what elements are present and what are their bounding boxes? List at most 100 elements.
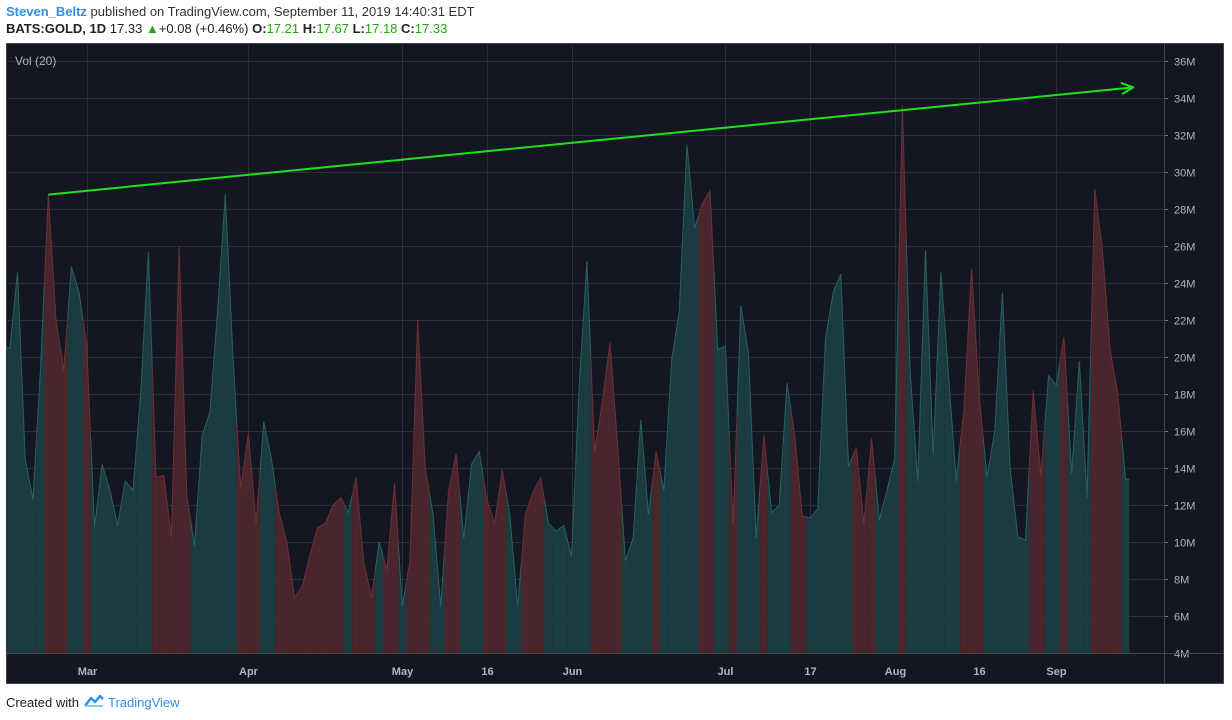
author-link[interactable]: Steven_Beltz	[6, 4, 87, 19]
volume-area-segment	[967, 268, 976, 653]
tradingview-brand-link[interactable]: TradingView	[107, 695, 180, 710]
trend-arrow-head-icon	[1120, 81, 1135, 95]
volume-area-segment	[713, 270, 722, 653]
y-tick-label: 16M	[1174, 427, 1195, 439]
volume-area-outline	[1090, 188, 1100, 344]
volume-area-segment	[536, 477, 545, 653]
volume-area-outline	[551, 526, 561, 532]
volume-area-segment	[175, 246, 183, 654]
y-tick-label: 10M	[1174, 538, 1195, 550]
volume-area-segment	[583, 261, 591, 653]
volume-area-outline	[567, 470, 576, 557]
volume-area-segment	[413, 320, 422, 653]
volume-area-segment	[21, 365, 30, 653]
volume-area-outline	[359, 519, 369, 581]
volume-area-segment	[721, 346, 730, 653]
last-price: 17.33	[109, 21, 143, 36]
volume-area-segment	[359, 519, 368, 653]
volume-area-outline	[674, 227, 684, 337]
volume-area-segment	[13, 272, 22, 653]
volume-area-segment	[552, 527, 560, 653]
time-axis[interactable]: Mar Apr May 16 Jun Jul 17 Aug 16 Sep	[6, 653, 1224, 679]
volume-area-outline	[836, 273, 846, 371]
y-tick-label: 14M	[1174, 464, 1195, 476]
volume-area-segment	[598, 372, 607, 653]
created-with-text: Created with	[6, 695, 79, 710]
volume-area-segment	[144, 251, 153, 653]
volume-area-outline	[1028, 390, 1038, 466]
volume-area-segment	[498, 470, 507, 653]
x-tick-label: Sep	[1046, 666, 1066, 678]
volume-chart[interactable]: 4M 6M 8M 10M 12M 14M 16M 18M 20M 22M 24M 26M 28M 30M 3…	[6, 43, 1224, 684]
x-tick-label: Mar	[78, 666, 98, 678]
volume-area-outline	[6, 310, 15, 349]
volume-area-segment	[1052, 360, 1061, 653]
volume-area-segment	[198, 423, 207, 653]
trend-line-segment[interactable]	[48, 86, 1134, 196]
volume-area-segment	[306, 541, 314, 653]
volume-area-outline	[1113, 371, 1123, 437]
volume-area-segment	[221, 194, 230, 654]
volume-area-outline	[813, 423, 823, 514]
volume-area-segment	[590, 356, 599, 653]
volume-area-outline	[1013, 502, 1022, 539]
volume-area-outline	[721, 345, 730, 435]
price-axis[interactable]: 4M 6M 8M 10M 12M 14M 16M 18M 20M 22M 24M 26M 28M 30M 3…	[1164, 43, 1195, 684]
volume-area-outline	[713, 270, 722, 351]
volume-area-segment	[252, 472, 260, 653]
volume-area-segment	[736, 305, 745, 653]
volume-area-segment	[667, 335, 676, 653]
volume-area-segment	[1037, 425, 1045, 653]
volume-area-outline	[321, 514, 330, 526]
volume-area-segment	[1075, 360, 1084, 653]
volume-area-outline	[782, 383, 792, 445]
volume-area-outline	[182, 371, 192, 521]
volume-area-outline	[1121, 436, 1130, 480]
volume-area-segment	[190, 490, 199, 653]
volume-area-outline	[890, 282, 900, 475]
volume-area-segment	[159, 475, 168, 653]
volume-area-segment	[321, 514, 330, 653]
volume-area-segment	[52, 257, 60, 653]
volume-area-outline	[1044, 374, 1053, 426]
volume-area-outline	[405, 440, 415, 584]
open-value: 17.21	[266, 21, 300, 36]
volume-area-outline	[174, 246, 184, 392]
volume-area-outline	[521, 503, 530, 561]
volume-area-outline	[120, 479, 130, 504]
volume-area-segment	[1067, 405, 1076, 653]
volume-area-segment	[298, 570, 307, 653]
volume-area-outline	[267, 440, 276, 486]
volume-area-segment	[1106, 299, 1114, 653]
volume-area-outline	[97, 464, 107, 496]
volume-area-outline	[136, 323, 145, 443]
volume-area-segment	[921, 250, 930, 653]
volume-area-segment	[898, 105, 907, 653]
volume-area-outline	[197, 423, 207, 491]
volume-area-outline	[967, 268, 976, 339]
volume-area-segment	[6, 310, 14, 653]
volume-area-segment	[406, 440, 414, 653]
volume-area-outline	[790, 408, 800, 476]
volume-area-outline	[436, 549, 446, 607]
volume-area-segment	[206, 361, 214, 653]
volume-area-segment	[652, 451, 661, 653]
volume-area-outline	[467, 457, 476, 502]
volume-area-outline	[28, 433, 38, 500]
volume-area-outline	[1082, 343, 1092, 498]
chart-container[interactable]: 4M 6M 8M 10M 12M 14M 16M 18M 20M 22M 24M 26M 28M 30M 3…	[6, 43, 1224, 684]
close-value: 17.33	[414, 21, 448, 36]
volume-area-outline	[444, 472, 453, 550]
open-label: O:	[252, 21, 267, 36]
volume-area-outline	[605, 342, 615, 395]
published-text: published on TradingView.com, September …	[90, 4, 475, 19]
volume-area-segment	[244, 433, 253, 653]
volume-area-segment	[1121, 436, 1130, 653]
volume-area-outline	[51, 257, 61, 346]
volume-area-segment	[983, 437, 991, 653]
volume-area-outline	[1052, 360, 1061, 387]
volume-area-outline	[505, 493, 515, 562]
volume-area-segment	[36, 280, 45, 653]
x-tick-label: 16	[481, 666, 493, 678]
volume-area-outline	[959, 338, 969, 446]
